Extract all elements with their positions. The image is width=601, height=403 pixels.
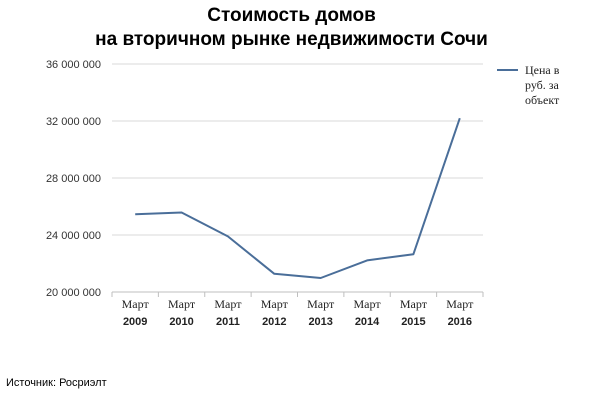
legend-label: объект xyxy=(525,93,560,107)
x-tick-label-year: 2016 xyxy=(448,316,472,328)
x-tick-label-month: Март xyxy=(446,297,474,311)
chart-title: Стоимость домов на вторичном рынке недви… xyxy=(0,4,601,52)
x-tick-label-year: 2009 xyxy=(123,316,147,328)
x-tick-label-month: Март xyxy=(354,297,382,311)
legend-label: руб. за xyxy=(525,78,560,92)
x-tick-label-year: 2014 xyxy=(355,316,380,328)
x-tick-label-year: 2013 xyxy=(308,316,332,328)
x-axis-labels: Март 2009 Март 2010 Март 2011 Март 2012 Март 2013… xyxy=(111,292,484,328)
x-tick-label-year: 2011 xyxy=(216,316,240,328)
series-line xyxy=(135,117,461,279)
x-tick-label-year: 2012 xyxy=(262,316,286,328)
x-tick-label-month: Март xyxy=(307,297,335,311)
x-tick-label-month: Март xyxy=(261,297,289,311)
legend-label: Цена в xyxy=(525,63,560,77)
y-tick-label: 36 000 000 xyxy=(46,59,101,71)
y-tick-label: 24 000 000 xyxy=(46,230,101,242)
x-tick-label-year: 2010 xyxy=(169,316,193,328)
chart-subtitle: на вторичном рынке недвижимости Сочи xyxy=(95,29,488,50)
series-layer xyxy=(135,117,461,279)
chart-title-line1: Стоимость домов xyxy=(207,5,376,26)
grid-layer xyxy=(112,63,483,293)
y-tick-label: 20 000 000 xyxy=(46,287,101,299)
x-tick-label-month: Март xyxy=(214,297,242,311)
x-tick-label-month: Март xyxy=(168,297,196,311)
x-tick-label-month: Март xyxy=(400,297,428,311)
y-axis-labels: 20 000 000 24 000 000 28 000 000 32 000 000… xyxy=(46,59,101,299)
source-note: Источник: Росриэлт xyxy=(6,377,107,389)
x-tick-label-month: Март xyxy=(122,297,150,311)
y-tick-label: 28 000 000 xyxy=(46,173,101,185)
x-tick-label-year: 2015 xyxy=(401,316,425,328)
y-tick-label: 32 000 000 xyxy=(46,116,101,128)
